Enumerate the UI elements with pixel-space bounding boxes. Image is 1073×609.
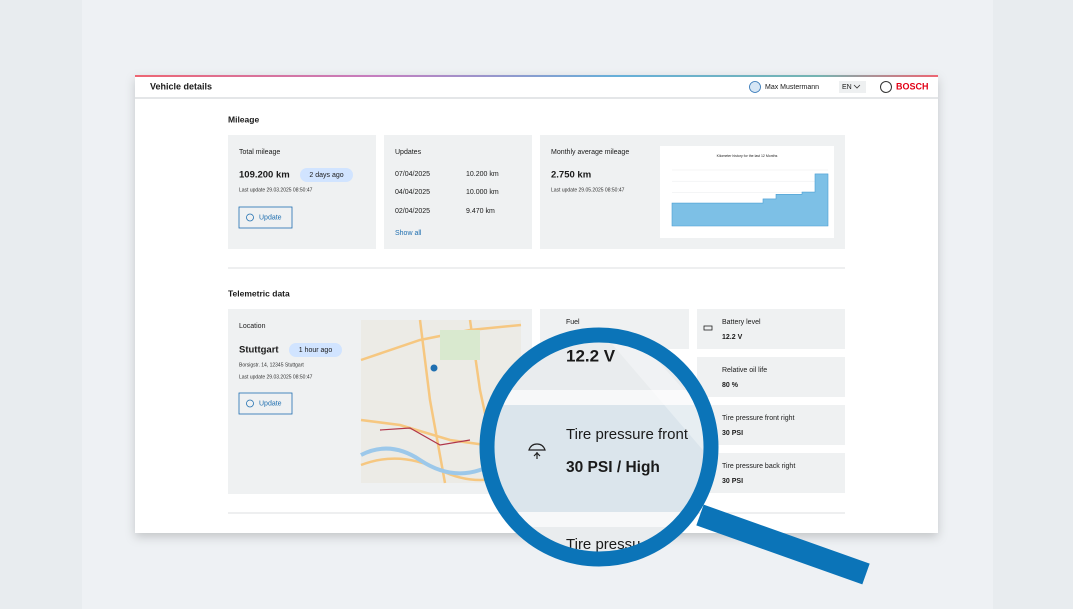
- update-date: 07/04/2025: [395, 171, 430, 178]
- page-title: Vehicle details: [150, 81, 212, 91]
- button-text[interactable]: Update: [259, 400, 282, 407]
- section-title: Telemetric data: [228, 288, 290, 298]
- refresh-icon: [246, 213, 254, 222]
- show-all-link[interactable]: Show all: [395, 230, 422, 237]
- tire-icon: [528, 443, 546, 459]
- tile-value: 30 PSI: [722, 430, 743, 437]
- card-value: 2.750 km: [551, 170, 591, 181]
- lens-ring: [479, 327, 719, 567]
- battery-icon: [703, 325, 713, 331]
- card: [697, 309, 845, 349]
- card: [697, 453, 845, 493]
- badge-text: 2 days ago: [309, 172, 343, 179]
- update-date: 02/04/2025: [395, 208, 430, 215]
- language[interactable]: EN: [842, 84, 852, 91]
- chart: [671, 169, 829, 227]
- button-text[interactable]: Update: [259, 214, 282, 221]
- tile-value: 80 %: [722, 382, 739, 389]
- update-button[interactable]: [238, 206, 293, 229]
- map-park: [440, 330, 480, 360]
- badge: [300, 168, 353, 182]
- address: Borsigstr. 14, 12345 Stuttgart: [239, 362, 304, 368]
- card-label: Monthly average mileage: [551, 149, 629, 156]
- tile-label: Tire pressure back right: [722, 463, 795, 470]
- last-update: Last update 29.05.2025 08:50:47: [551, 187, 625, 193]
- user-name[interactable]: Max Mustermann: [765, 84, 819, 91]
- badge-text: 1 hour ago: [299, 347, 333, 354]
- zoom-value: 30 PSI / High: [566, 459, 660, 476]
- chart-title: Kilometer history for the last 12 Months: [717, 154, 778, 158]
- card-value: 109.200 km: [239, 170, 290, 181]
- city: Stuttgart: [239, 345, 279, 356]
- update-km: 10.200 km: [466, 171, 499, 178]
- right-tiles: Battery level 12.2 V Relative oil life 80 %…: [697, 309, 845, 493]
- zoom-label: Tire pressu: [566, 536, 640, 553]
- handle: [696, 504, 870, 585]
- card-label: Updates: [395, 149, 422, 156]
- zoom-card-highlight: [494, 405, 704, 512]
- badge: [289, 343, 342, 357]
- card: [697, 357, 845, 397]
- card: [697, 405, 845, 445]
- tile-label: Relative oil life: [722, 367, 767, 374]
- card-label: Total mileage: [239, 149, 280, 156]
- tile-value: 12.2 V: [722, 334, 743, 341]
- tile-label: Battery level: [722, 319, 761, 326]
- brand: BOSCH: [896, 81, 929, 91]
- tile-label: Tire pressure front right: [722, 415, 795, 422]
- window: Vehicle details Max Mustermann EN BOSCH …: [135, 75, 938, 533]
- update-date: 04/04/2025: [395, 189, 430, 196]
- refresh-icon: [246, 399, 254, 408]
- chevron: [853, 84, 861, 89]
- magnifier: 12.2 V Tire pressure front 30 PSI / High…: [479, 327, 870, 585]
- language-select[interactable]: [839, 81, 866, 93]
- card: [384, 135, 532, 249]
- card-label: Location: [239, 323, 266, 330]
- update-km: 9.470 km: [466, 208, 495, 215]
- supergraphic: [135, 75, 938, 77]
- zoom-label: Tire pressure front: [566, 426, 689, 443]
- zoom-value: 12.2 V: [566, 346, 616, 365]
- card: [228, 135, 376, 249]
- area: [671, 173, 829, 227]
- update-km: 10.000 km: [466, 189, 499, 196]
- tile-value: 30 PSI: [722, 478, 743, 485]
- user-icon[interactable]: [749, 81, 761, 93]
- lens-content: 12.2 V Tire pressure front 30 PSI / High…: [494, 342, 704, 553]
- tile-label: Fuel: [566, 319, 580, 326]
- map-route: [379, 427, 471, 446]
- last-update: Last update 29.03.2025 08:50:47: [239, 374, 313, 380]
- location-pin: [430, 364, 438, 372]
- update-rows: 07/04/2025 10.200 km 04/04/2025 10.000 km 02…: [395, 171, 499, 215]
- brand-logo: [880, 81, 892, 93]
- update-button[interactable]: [238, 392, 293, 415]
- glare: [600, 342, 704, 470]
- section-title: Mileage: [228, 114, 259, 124]
- last-update: Last update 29.03.2025 08:50:47: [239, 187, 313, 193]
